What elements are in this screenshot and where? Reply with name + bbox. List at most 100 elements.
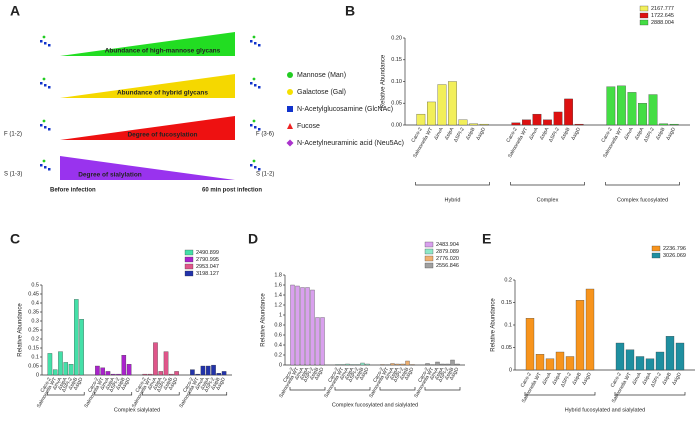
x-tick-label: ΔSPI-2 — [453, 126, 466, 143]
cluster-bracket — [334, 387, 371, 391]
bar — [142, 373, 148, 376]
legend-swatch — [651, 245, 661, 252]
legend-swatch — [651, 252, 661, 259]
bar — [340, 364, 345, 366]
group-label: Complex fucosylated — [617, 197, 668, 203]
y-tick-label: 0.15 — [501, 300, 512, 306]
legend-label: 3198.127 — [196, 271, 219, 277]
linkage-label: F (3-6) — [256, 132, 274, 138]
bar — [190, 369, 195, 376]
band-label: Abundance of high-mannose glycans — [105, 48, 221, 55]
bar — [68, 364, 74, 376]
glycan-icon — [48, 128, 51, 131]
group-label: Hybrid — [445, 197, 461, 203]
bar — [74, 299, 79, 376]
bar — [574, 123, 584, 126]
timepoint-label: 60 min post infection — [202, 188, 262, 194]
bar — [169, 373, 174, 376]
legend-swatch — [639, 19, 649, 26]
bar — [479, 123, 489, 126]
y-tick-label: 0.05 — [28, 363, 39, 369]
linkage-label: S (1-3) — [4, 172, 22, 178]
bar — [564, 98, 573, 126]
y-tick-label: 0.2 — [504, 277, 512, 283]
bar — [295, 285, 300, 366]
bar — [360, 362, 365, 366]
y-tick-label: 0.1 — [504, 322, 512, 328]
x-tick-label: ΔSPI-2 — [643, 126, 656, 143]
legend-label: Galactose (Gal) — [297, 89, 346, 96]
bar — [350, 364, 355, 366]
bar — [585, 288, 595, 371]
y-axis-title: Relative Abundance — [261, 293, 267, 347]
legend-marker — [287, 123, 293, 129]
legend-label: 2888.004 — [651, 20, 674, 26]
x-tick-label: ΔsigD — [570, 126, 582, 141]
bar — [395, 363, 400, 366]
glycan-icon — [252, 35, 256, 39]
bar — [617, 85, 626, 126]
bar — [205, 365, 211, 376]
glycan-icon — [44, 166, 47, 169]
cluster-bracket — [94, 392, 133, 396]
bar — [525, 318, 535, 371]
bar — [522, 119, 531, 126]
y-tick-label: 0.00 — [391, 122, 402, 128]
bar — [345, 363, 350, 366]
cluster-bracket — [510, 182, 585, 186]
glycan-icon — [250, 124, 253, 127]
legend-label: 2483.904 — [436, 242, 459, 248]
legend-marker — [287, 106, 293, 112]
group-label: Complex fucosylated and sialylated — [332, 402, 418, 408]
y-tick-label: 1 — [279, 312, 282, 318]
bar — [645, 358, 655, 371]
band-label: Degree of fucosylation — [127, 132, 197, 139]
y-tick-label: 0.5 — [31, 282, 39, 288]
group-label: Hybrid fucosylated and sialylated — [565, 407, 645, 413]
band-label: Abundance of hybrid glycans — [117, 90, 208, 97]
glycan-icon — [250, 40, 253, 43]
bar — [315, 317, 320, 366]
bar — [110, 373, 116, 376]
linkage-label: S (1-2) — [256, 172, 274, 178]
glycan-icon — [42, 35, 46, 39]
glycan-icon — [250, 164, 253, 167]
bar — [675, 342, 685, 371]
x-tick-label: ΔsigD — [665, 126, 677, 141]
panel-label: E — [482, 231, 491, 247]
bar — [116, 373, 121, 376]
bar — [305, 287, 310, 366]
y-tick-label: 0.15 — [28, 345, 39, 351]
bar — [100, 367, 105, 376]
legend-swatch — [184, 263, 194, 270]
glycan-icon — [254, 166, 257, 169]
bar — [147, 373, 153, 376]
bar — [543, 119, 552, 126]
y-tick-label: 0.05 — [391, 101, 402, 107]
cluster-bracket — [524, 392, 596, 396]
timepoint-label: Before infection — [50, 188, 96, 194]
bar — [565, 356, 575, 371]
bar — [545, 358, 555, 371]
band-label: Degree of sialylation — [78, 172, 142, 179]
glycan-icon — [254, 84, 257, 87]
bar — [535, 354, 545, 371]
bar — [575, 300, 585, 371]
bar — [58, 351, 63, 376]
y-axis-title: Relative Abundance — [491, 298, 497, 352]
y-tick-label: 0.3 — [31, 318, 39, 324]
y-tick-label: 0.6 — [274, 332, 282, 338]
bar — [335, 364, 340, 366]
legend-label: Fucose — [297, 123, 320, 130]
cluster-bracket — [289, 387, 326, 391]
glycan-icon — [40, 124, 43, 127]
y-tick-label: 1.8 — [274, 272, 282, 278]
bar — [365, 363, 370, 366]
bar — [427, 101, 436, 126]
bar — [638, 103, 647, 126]
bar — [158, 371, 164, 376]
legend-swatch — [639, 5, 649, 12]
legend-label: 3026.069 — [663, 253, 686, 259]
bar — [47, 353, 53, 376]
y-tick-label: 0.2 — [274, 352, 282, 358]
